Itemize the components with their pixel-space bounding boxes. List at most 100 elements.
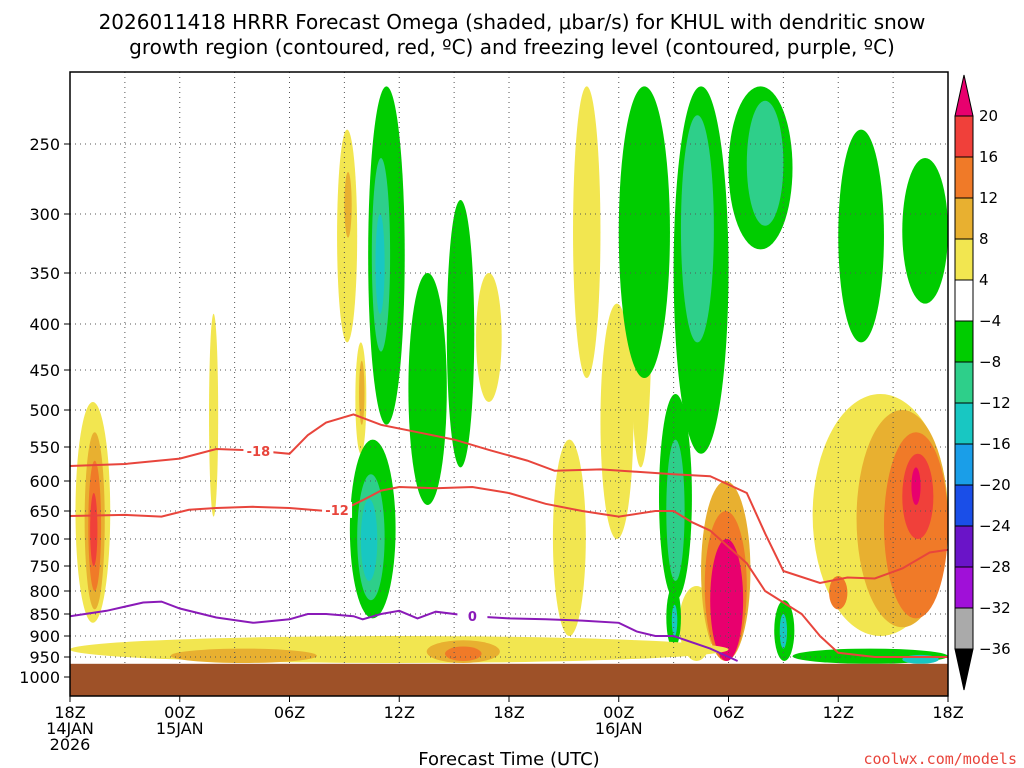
colorbar-label-5: −4 [979, 312, 1001, 330]
y-tick-label-700: 700 [29, 530, 60, 549]
colorbar-label-9: −20 [979, 476, 1011, 494]
colorbar-label-8: −16 [979, 435, 1011, 453]
y-tick-label-400: 400 [29, 315, 60, 334]
y-tick-label-750: 750 [29, 557, 60, 576]
colorbar-label-3: 8 [979, 230, 989, 248]
omega-region-44 [911, 467, 921, 506]
omega-region-47 [170, 648, 317, 663]
colorbar-label-1: 16 [979, 148, 998, 166]
y-tick-label-550: 550 [29, 438, 60, 457]
grid-lines [70, 72, 948, 696]
omega-region-3 [90, 493, 98, 566]
contour-label-bg--12 [322, 501, 353, 518]
x-tick-label-18-0: 12Z [384, 703, 415, 722]
ground-layer [70, 663, 948, 696]
contour-line--12 [70, 485, 948, 658]
omega-shading [70, 86, 948, 664]
colorbar-label-10: −24 [979, 517, 1011, 535]
y-tick-label-900: 900 [29, 627, 60, 646]
colorbar-label-11: −28 [979, 558, 1011, 576]
x-axis-label: Forecast Time (UTC) [418, 749, 599, 768]
x-tick-label-0-1: 14JAN [46, 719, 94, 738]
contour-label--12: -12 [325, 504, 349, 519]
contour-lines: -18 -12 0 [70, 413, 948, 662]
y-tick-label-450: 450 [29, 361, 60, 380]
title-line-2: growth region (contoured, red, ºC) and f… [129, 35, 895, 59]
contour-line-0 [70, 600, 739, 662]
title-line-1: 2026011418 HRRR Forecast Omega (shaded, … [99, 10, 926, 34]
omega-region-8 [359, 360, 365, 425]
y-tick-label-600: 600 [29, 472, 60, 491]
colorbar-swatch-10 [954, 484, 974, 527]
colorbar-label-4: 4 [979, 271, 989, 289]
omega-region-30 [838, 129, 884, 343]
y-tick-label-500: 500 [29, 401, 60, 420]
omega-region-18 [552, 439, 586, 636]
x-tick-label-36-0: 06Z [713, 703, 744, 722]
contour-label-0: 0 [468, 610, 477, 625]
plot-area: -18 -12 0 [70, 72, 948, 696]
omega-region-14 [360, 499, 378, 581]
omega-region-4 [209, 313, 219, 517]
colorbar-label-7: −12 [979, 394, 1011, 412]
x-tick-label-0-2: 2026 [50, 735, 91, 754]
watermark: coolwx.com/models [863, 750, 1017, 768]
colorbar-label-13: −36 [979, 640, 1011, 658]
y-tick-label-350: 350 [29, 264, 60, 283]
y-tick-label-800: 800 [29, 582, 60, 601]
y-tick-label-950: 950 [29, 648, 60, 667]
x-tick-label-0-0: 18Z [54, 703, 85, 722]
y-tick-label-650: 650 [29, 502, 60, 521]
y-tick-label-850: 850 [29, 605, 60, 624]
colorbar-swatch-5 [954, 279, 974, 322]
x-tick-label-42-0: 12Z [823, 703, 854, 722]
colorbar-swatch-11 [954, 525, 974, 568]
colorbar-label-2: 12 [979, 189, 998, 207]
y-tick-label-300: 300 [29, 205, 60, 224]
ground-below-surface [70, 663, 948, 696]
omega-region-37 [710, 539, 744, 661]
omega-region-16 [446, 200, 475, 468]
omega-region-23 [618, 86, 670, 378]
x-tick-label-30-1: 16JAN [595, 719, 643, 738]
contour-label-bg-0 [457, 608, 488, 625]
colorbar-swatch-9 [954, 443, 974, 486]
omega-region-6 [344, 172, 352, 238]
colorbar-swatch-6 [954, 320, 974, 363]
contour-label-bg--18 [243, 442, 274, 459]
contour-label--18: -18 [247, 445, 271, 460]
omega-region-39 [779, 614, 788, 649]
omega-region-31 [902, 158, 948, 304]
colorbar-label-12: −32 [979, 599, 1011, 617]
x-tick-label-12-0: 06Z [274, 703, 305, 722]
omega-region-15 [408, 273, 447, 505]
omega-region-29 [746, 100, 784, 226]
x-tick-label-6-1: 15JAN [156, 719, 204, 738]
colorbar-label-6: −8 [979, 353, 1001, 371]
x-tick-label-6-0: 00Z [164, 703, 195, 722]
y-tick-label-1000: 1000 [19, 668, 60, 687]
colorbar-swatch-14 [954, 648, 974, 691]
omega-region-25 [680, 115, 714, 343]
colorbar-swatch-2 [954, 156, 974, 199]
colorbar-swatch-13 [954, 607, 974, 650]
x-tick-label-24-0: 18Z [493, 703, 524, 722]
x-tick-label-30-0: 00Z [603, 703, 634, 722]
omega-region-49 [444, 646, 482, 661]
omega-region-20 [600, 303, 634, 539]
colorbar-swatch-7 [954, 361, 974, 404]
omega-region-46 [70, 636, 729, 663]
omega-region-17 [476, 273, 502, 402]
colorbar-swatch-1 [954, 115, 974, 158]
colorbar: 20 16 12 8 4 −4 −8 −12 −16 −20 −24 −28 −32 −36 [954, 74, 1011, 691]
colorbar-swatch-12 [954, 566, 974, 609]
omega-region-34 [671, 604, 678, 637]
colorbar-swatch-4 [954, 238, 974, 281]
omega-region-19 [573, 86, 601, 378]
x-tick-label-48-0: 18Z [932, 703, 963, 722]
colorbar-swatch-0 [954, 74, 974, 117]
colorbar-swatch-8 [954, 402, 974, 445]
y-tick-label-250: 250 [29, 135, 60, 154]
